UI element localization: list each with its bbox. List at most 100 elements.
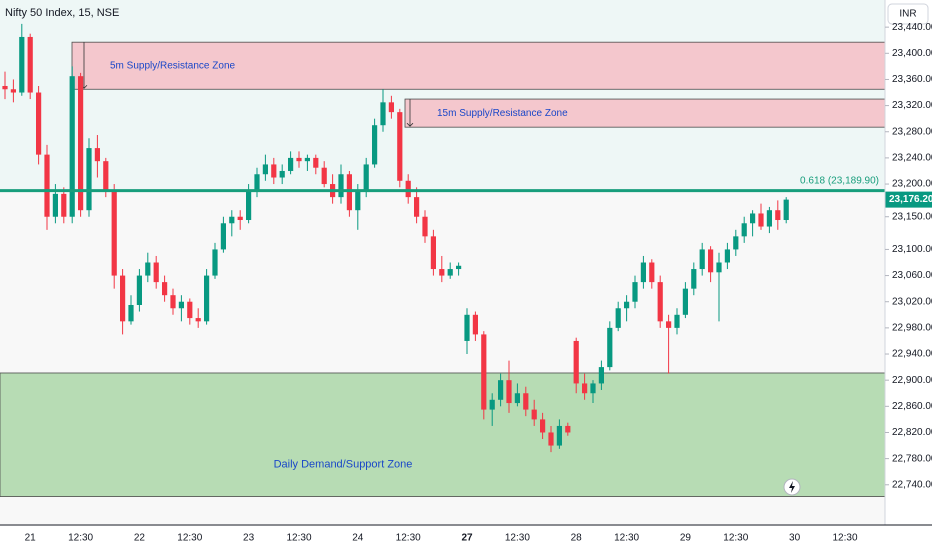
y-tick-label: 23,440.00 (892, 22, 932, 33)
candle-body (708, 249, 714, 273)
candle-body (388, 102, 394, 113)
x-tick-label: 23 (243, 533, 255, 544)
x-tick-label: 12:30 (723, 533, 748, 544)
candle-body (246, 190, 252, 221)
x-tick-label: 24 (352, 533, 364, 544)
candle-body (363, 164, 369, 191)
candle-body (128, 304, 134, 322)
candle-body (733, 236, 739, 250)
candle-body (573, 340, 579, 384)
candle-body (86, 148, 92, 211)
candle-body (187, 301, 193, 319)
candle-body (414, 197, 420, 217)
y-tick-label: 23,200.00 (892, 179, 932, 190)
candle-body (204, 275, 210, 322)
candle-body (237, 216, 243, 221)
candle-body (716, 262, 722, 273)
level-label: 0.618 (23,189.90) (800, 175, 879, 186)
candle-body (464, 314, 470, 341)
candle-body (498, 380, 504, 400)
candle-body (27, 36, 33, 93)
candle-body (615, 308, 621, 328)
y-tick-label: 23,400.00 (892, 48, 932, 59)
candle-body (674, 314, 680, 328)
candle-body (489, 399, 495, 410)
candle-body (632, 282, 638, 302)
x-tick-label: 12:30 (396, 533, 421, 544)
x-tick-label: 12:30 (505, 533, 530, 544)
candle-body (313, 157, 319, 168)
last-price-tag (885, 191, 932, 208)
candle-body (649, 262, 655, 283)
candle-body (52, 193, 58, 217)
candle-body (556, 425, 562, 446)
candle-body (120, 275, 126, 322)
x-tick-label: 12:30 (286, 533, 311, 544)
candle-body (136, 275, 142, 305)
x-tick-label: 12:30 (614, 533, 639, 544)
candle-body (162, 282, 168, 296)
y-tick-label: 22,820.00 (892, 427, 932, 438)
candle-body (153, 262, 159, 283)
candle-body (766, 210, 772, 227)
candle-body (582, 383, 588, 394)
candle-body (288, 157, 294, 171)
candle-body (103, 161, 109, 191)
candle-body (279, 170, 285, 178)
candle-body (682, 288, 688, 315)
candle-body (456, 265, 462, 270)
candle-body (422, 216, 428, 237)
candle-body (775, 210, 781, 221)
y-tick-label: 23,240.00 (892, 153, 932, 164)
currency-label[interactable]: INR (899, 9, 916, 20)
candle-body (548, 432, 554, 446)
x-tick-label: 12:30 (177, 533, 202, 544)
candle-body (607, 327, 613, 368)
y-tick-label: 23,280.00 (892, 126, 932, 137)
y-tick-label: 22,900.00 (892, 375, 932, 386)
candle-body (666, 321, 672, 328)
y-tick-label: 22,860.00 (892, 401, 932, 412)
lightning (789, 481, 795, 493)
y-tick-label: 22,780.00 (892, 453, 932, 464)
candle-body (338, 174, 344, 198)
candle-body (346, 174, 352, 211)
candle-body (220, 223, 226, 250)
candle-body (741, 223, 747, 237)
candle-body (10, 89, 16, 93)
x-tick-label: 30 (789, 533, 801, 544)
candle-body (145, 262, 151, 276)
candle-body (783, 199, 789, 221)
candle-body (170, 295, 176, 309)
y-tick-label: 22,980.00 (892, 323, 932, 334)
candle-body (472, 314, 478, 335)
candle-body (540, 419, 546, 433)
candle-body (380, 102, 386, 126)
candle-body (397, 112, 403, 181)
y-tick-label: 23,100.00 (892, 244, 932, 255)
chart-title: Nifty 50 Index, 15, NSE (5, 7, 119, 19)
currency-button[interactable] (887, 3, 929, 25)
y-tick-label: 23,020.00 (892, 296, 932, 307)
upper-background (0, 0, 885, 191)
candle-body (699, 249, 705, 270)
y-tick-label: 23,320.00 (892, 100, 932, 111)
candle-body (750, 213, 756, 224)
x-tick-label: 21 (25, 533, 37, 544)
x-tick-label: 22 (134, 533, 146, 544)
y-tick-label: 22,940.00 (892, 349, 932, 360)
candle-body (657, 282, 663, 322)
candle-body (758, 213, 764, 227)
candle-body (195, 318, 201, 322)
candle-body (430, 236, 436, 270)
candle-body (69, 76, 75, 217)
x-tick-label: 12:30 (832, 533, 857, 544)
candle-body (111, 190, 117, 276)
candle-body (178, 301, 184, 309)
candle-body (640, 262, 646, 283)
y-tick-label: 22,740.00 (892, 479, 932, 490)
candle-body (212, 249, 218, 276)
candle-body (254, 174, 260, 191)
y-tick-label: 23,060.00 (892, 270, 932, 281)
candle-body (304, 157, 310, 162)
